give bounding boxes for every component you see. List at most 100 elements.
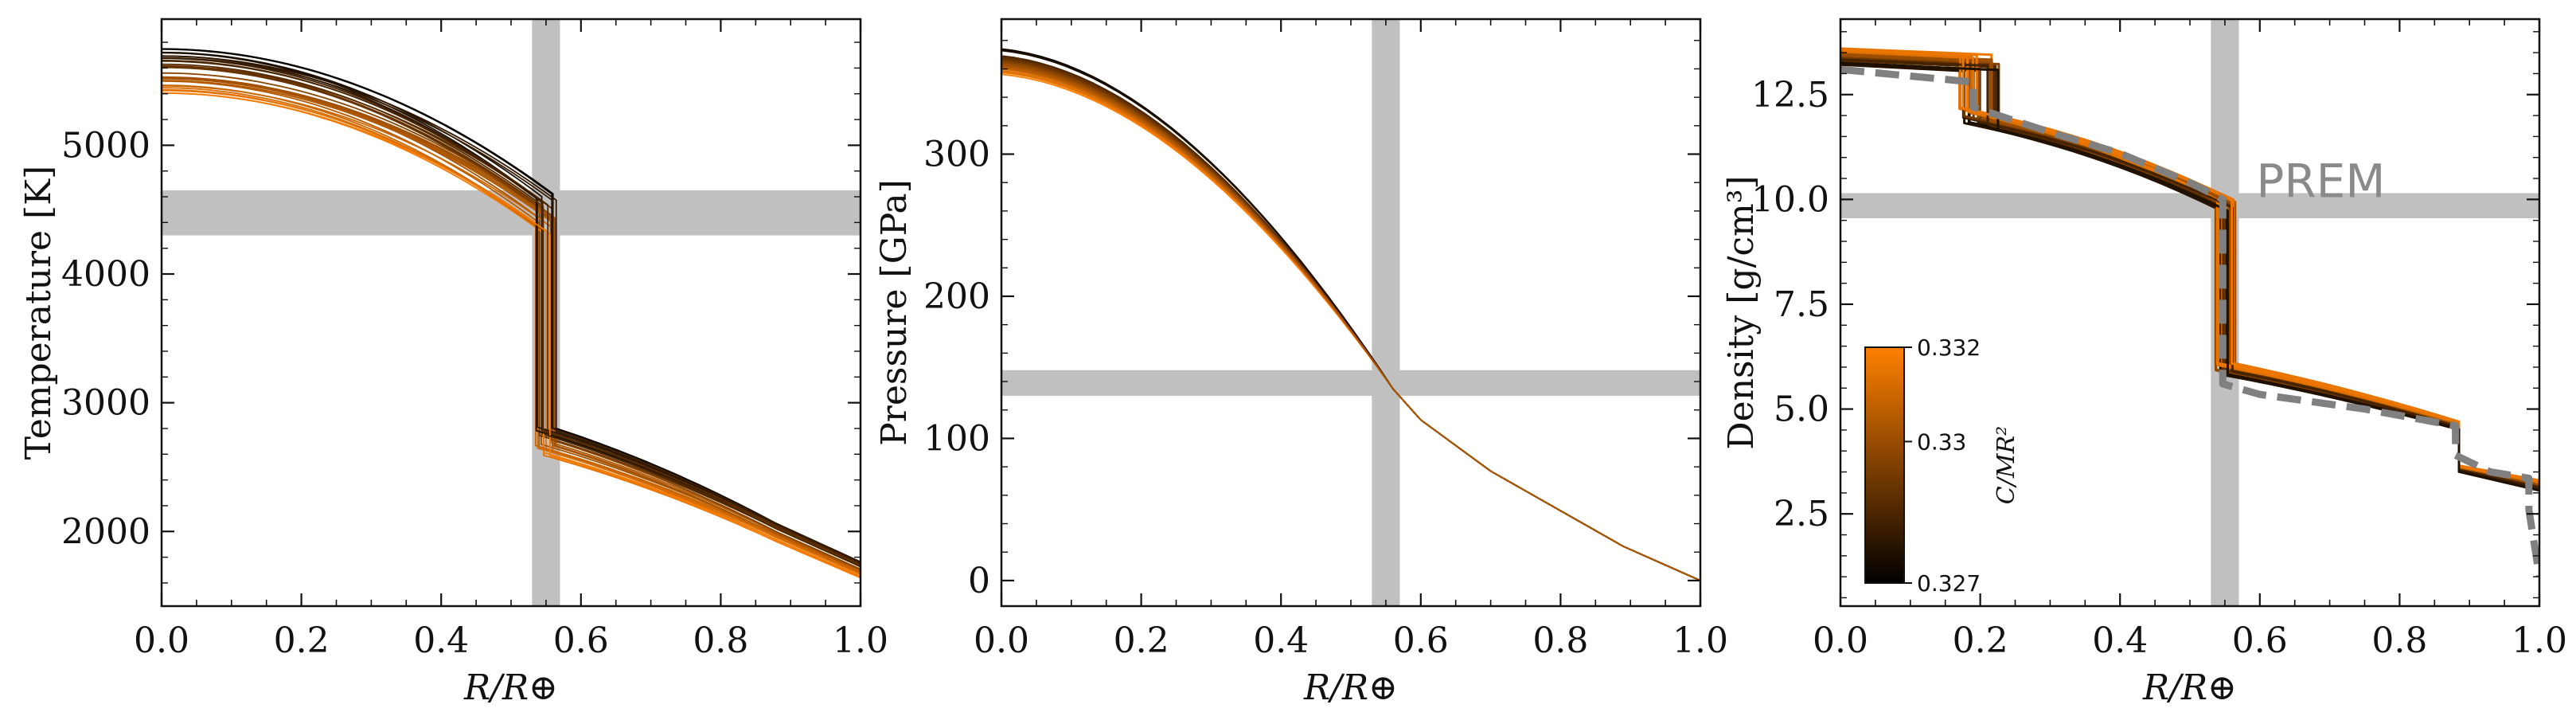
colorbar-tick-label: 0.327: [1917, 570, 1981, 597]
model-curve: [162, 76, 861, 573]
colorbar-label: C/MR²: [1992, 426, 2020, 504]
model-curve: [162, 88, 861, 579]
plot-frame: [1839, 18, 2541, 608]
model-curve: [162, 66, 861, 567]
y-axis-label: Temperature [K]: [18, 166, 59, 460]
model-curve: [162, 80, 861, 573]
x-tick-label: 0.6: [553, 620, 609, 661]
density-panel: PREM 0.0 0.2 0.4 0.6 0.8 1.0 2.5 5.0 7.5 10.0 12.5 R…: [1721, 18, 2567, 708]
model-curve: [1001, 49, 1700, 581]
model-curve: [1001, 67, 1700, 581]
y-tick-label: 2000: [61, 511, 150, 552]
x-axis-label: R/R⊕: [463, 667, 558, 708]
model-curve: [162, 80, 861, 574]
model-curve: [162, 92, 861, 579]
x-tick-label: 0.0: [134, 620, 189, 661]
model-curve: [162, 48, 861, 563]
colorbar-tick-label: 0.332: [1917, 335, 1981, 361]
x-tick-label: 0.4: [1253, 620, 1309, 661]
model-curve: [162, 87, 861, 575]
model-curve: [1001, 48, 1700, 581]
vertical-band: [1372, 19, 1400, 606]
x-tick-label: 0.8: [2371, 620, 2427, 661]
y-tick-label: 7.5: [1774, 284, 1829, 325]
prem-dashed-line: [1840, 65, 2539, 577]
model-curve: [162, 85, 861, 577]
x-axis-label: R/R⊕: [2142, 667, 2237, 708]
model-curve: [162, 72, 861, 570]
model-curve: [162, 65, 861, 568]
model-curve: [1001, 61, 1700, 581]
model-curve: [1001, 67, 1700, 581]
x-axis-label: R/R⊕: [1303, 667, 1398, 708]
y-axis-label: Density [g/cm³]: [1721, 175, 1762, 449]
y-tick-label: 4000: [61, 254, 150, 295]
x-tick-label: 1.0: [1672, 620, 1728, 661]
model-curve: [162, 89, 861, 576]
curves-group: [1001, 48, 1700, 581]
model-curve: [1001, 63, 1700, 581]
model-curve: [162, 57, 861, 565]
horizontal-band: [1840, 193, 2539, 219]
model-curve: [162, 65, 861, 566]
model-curve: [1001, 55, 1700, 581]
y-tick-label: 12.5: [1751, 75, 1829, 115]
model-curve: [162, 65, 861, 568]
model-curve: [1001, 68, 1700, 581]
model-curve: [162, 57, 861, 564]
model-curve: [1001, 49, 1700, 581]
model-curve: [1001, 70, 1700, 581]
model-curve: [162, 49, 861, 564]
model-curve: [1001, 48, 1700, 581]
model-curve: [1840, 62, 2539, 491]
colorbar-tick-label: 0.33: [1917, 429, 1966, 455]
x-tick-label: 0.2: [1953, 620, 2008, 661]
model-curve: [162, 84, 861, 573]
x-tick-label: 0.4: [2092, 620, 2148, 661]
curves-group: [1840, 47, 2539, 577]
y-tick-label: 5.0: [1774, 389, 1829, 430]
model-curve: [162, 80, 861, 571]
model-curve: [162, 78, 861, 573]
model-curve: [1001, 65, 1700, 581]
x-tick-label: 0.4: [413, 620, 469, 661]
y-tick-label: 3000: [61, 383, 150, 424]
model-curve: [162, 60, 861, 568]
model-curve: [162, 76, 861, 571]
y-tick-label: 100: [923, 418, 990, 459]
y-tick-label: 5000: [61, 125, 150, 166]
model-curve: [1001, 58, 1700, 581]
y-tick-label: 300: [923, 135, 990, 175]
colorbar-gradient-rect: [1864, 346, 1905, 584]
prem-annotation: PREM: [2256, 155, 2385, 209]
model-curve: [162, 51, 861, 564]
temperature-panel: 0.0 0.2 0.4 0.6 0.8 1.0 2000 3000 4000 5000 R/R⊕ Te…: [18, 18, 888, 708]
x-tick-label: 0.2: [1114, 620, 1169, 661]
model-curve: [1001, 60, 1700, 581]
model-curve: [1001, 65, 1700, 581]
y-tick-label: 10.0: [1751, 179, 1829, 220]
x-tick-label: 0.0: [1813, 620, 1868, 661]
y-tick-label: 0: [968, 561, 990, 601]
model-curve: [162, 76, 861, 573]
model-curve: [162, 63, 861, 566]
horizontal-band: [1001, 370, 1700, 396]
model-curve: [1001, 66, 1700, 581]
model-curve: [162, 52, 861, 565]
model-curve: [1001, 65, 1700, 581]
y-tick-label: 200: [923, 276, 990, 317]
model-curve: [1001, 63, 1700, 581]
curves-group: [162, 48, 861, 579]
x-tick-label: 0.6: [2232, 620, 2288, 661]
colorbar: 0.332 0.33 0.327 C/MR²: [1864, 335, 2020, 597]
x-tick-label: 0.2: [274, 620, 330, 661]
y-axis-label: Pressure [GPa]: [874, 179, 915, 446]
model-curve: [1001, 57, 1700, 581]
model-curve: [1001, 69, 1700, 581]
model-curve: [1001, 68, 1700, 581]
model-curve: [1001, 58, 1700, 581]
model-curve: [1001, 56, 1700, 581]
model-curve: [162, 48, 861, 564]
model-curve: [1001, 49, 1700, 581]
